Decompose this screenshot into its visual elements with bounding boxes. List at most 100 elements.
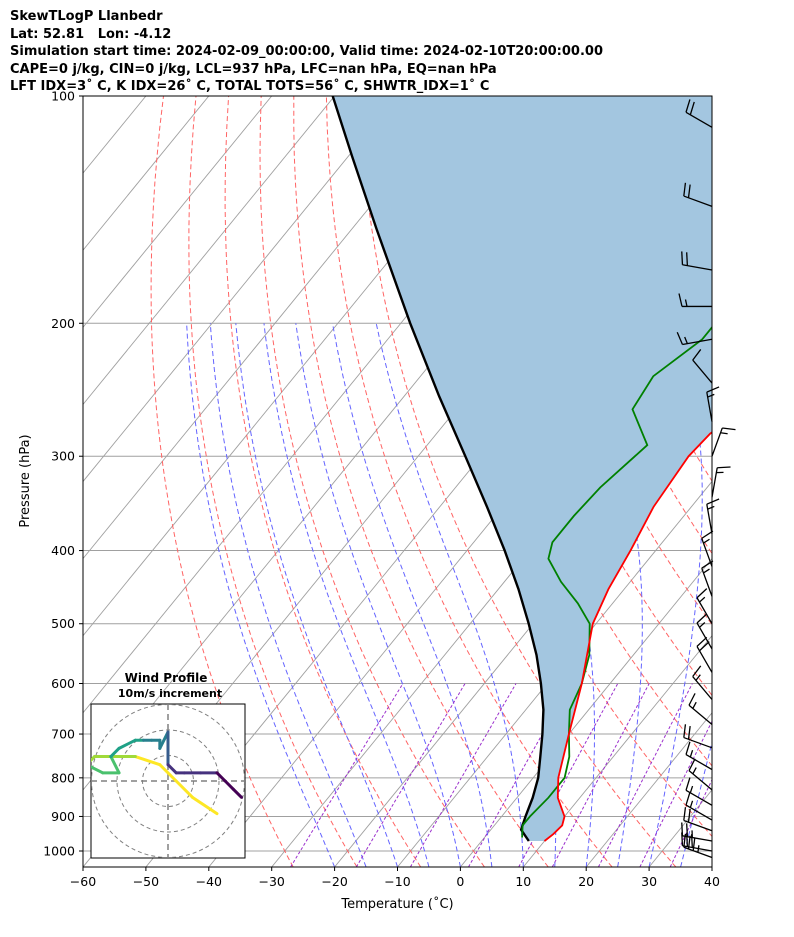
- moist-adiabat-line: [186, 323, 336, 867]
- x-tick-label: −20: [321, 874, 347, 889]
- dry-adiabat-line: [750, 96, 794, 867]
- x-tick-label: 40: [704, 874, 720, 889]
- inset-title: Wind Profile: [125, 671, 208, 685]
- hodograph-segment: [91, 765, 105, 775]
- hodograph-segment: [133, 755, 162, 767]
- mixing-ratio-line: [597, 683, 693, 867]
- wind-barb: [683, 182, 713, 207]
- moist-adiabat-line: [648, 323, 703, 867]
- wind-barb: [685, 741, 713, 771]
- hodograph-segment: [215, 771, 227, 783]
- dry-adiabat-line: [188, 96, 358, 867]
- wind-barbs: [676, 99, 736, 859]
- wind-barb: [706, 386, 720, 422]
- mixing-ratio-line: [669, 778, 712, 867]
- isotherm-line: [83, 96, 273, 329]
- moist-adiabat-line: [375, 323, 524, 867]
- wind-barb: [696, 588, 713, 625]
- wind-barb: [683, 833, 713, 859]
- wind-barb: [696, 613, 713, 650]
- dewpoint-line: [521, 325, 712, 838]
- y-tick-label: 200: [51, 316, 75, 331]
- dry-adiabat-line: [150, 96, 294, 867]
- x-tick-label: 0: [456, 874, 464, 889]
- y-tick-label: 700: [51, 727, 75, 742]
- wind-barb: [685, 99, 713, 128]
- wind-barb: [683, 807, 713, 832]
- y-tick-label: 100: [51, 89, 75, 104]
- y-tick-label: 900: [51, 809, 75, 824]
- dry-adiabat-line: [293, 96, 549, 867]
- x-tick-label: −30: [259, 874, 285, 889]
- moist-adiabat-line: [744, 323, 794, 867]
- mixing-ratio-line: [409, 683, 517, 867]
- isotherm-line: [711, 866, 712, 867]
- y-tick-label: 500: [51, 616, 75, 631]
- isotherm-line: [83, 96, 461, 560]
- moist-adiabat-line: [263, 323, 430, 867]
- hodograph-segment: [231, 787, 243, 799]
- y-tick-label: 400: [51, 543, 75, 558]
- isotherm-line: [83, 96, 398, 483]
- wind-barb: [681, 251, 713, 271]
- hodograph-segment: [109, 755, 121, 775]
- wind-barb: [681, 832, 713, 852]
- wind-barb: [683, 724, 713, 749]
- mixing-ratio-line: [518, 683, 619, 867]
- x-tick-label: −50: [133, 874, 159, 889]
- wind-barb: [692, 349, 713, 384]
- dry-adiabat-line: [717, 96, 794, 867]
- moist-adiabat-line: [332, 323, 493, 867]
- y-tick-label: 800: [51, 770, 75, 785]
- isotherm-line: [397, 480, 712, 867]
- chart-header: SkewTLogP Llanbedr Lat: 52.81 Lon: -4.12 S…: [10, 8, 603, 96]
- dry-adiabat-line: [259, 96, 485, 867]
- mixing-ratio-line: [551, 683, 650, 867]
- x-tick-label: −10: [384, 874, 410, 889]
- hodograph-segment: [117, 738, 137, 750]
- temperature-line: [543, 431, 712, 842]
- mixing-ratio-line: [639, 720, 712, 867]
- y-tick-label: 300: [51, 449, 75, 464]
- parcel-profile-line: [331, 96, 545, 842]
- stability-indices: LFT IDX=3˚ C, K IDX=26˚ C, TOTAL TOTS=56…: [10, 79, 490, 94]
- isotherm-line: [585, 712, 712, 867]
- wind-barb: [706, 498, 720, 534]
- wind-barb: [676, 331, 713, 346]
- convective-params: CAPE=0 j/kg, CIN=0 j/kg, LCL=937 hPa, LF…: [10, 61, 497, 77]
- cape-fill: [332, 96, 712, 841]
- inset-subtitle: 10m/s increment: [118, 687, 222, 700]
- hodograph-segment: [109, 746, 121, 759]
- isotherm-line: [83, 96, 210, 251]
- hodograph-segment: [158, 763, 178, 783]
- moist-adiabat-line: [295, 323, 461, 867]
- x-tick-label: −40: [196, 874, 222, 889]
- y-tick-label: 1000: [43, 844, 75, 859]
- wind-barb: [711, 466, 731, 498]
- hodograph-segment: [223, 779, 235, 791]
- moist-adiabat-line: [235, 323, 398, 867]
- wind-barb: [701, 530, 714, 567]
- isotherm-line: [83, 96, 84, 97]
- wind-barb: [701, 560, 714, 597]
- y-tick-label: 600: [51, 676, 75, 691]
- hodograph-segment: [166, 763, 178, 775]
- x-tick-label: 10: [515, 874, 531, 889]
- wind-barb: [696, 636, 713, 673]
- isotherm-line: [83, 96, 335, 406]
- hodograph-segment: [174, 779, 194, 799]
- wind-barb: [678, 293, 712, 308]
- lat-lon: Lat: 52.81 Lon: -4.12: [10, 26, 172, 42]
- dry-adiabat-line: [325, 96, 613, 867]
- title-station: SkewTLogP Llanbedr: [10, 9, 163, 24]
- dry-adiabat-line: [224, 96, 422, 867]
- wind-barb: [685, 777, 713, 806]
- dry-adiabat-line: [783, 96, 794, 867]
- simulation-time: Simulation start time: 2024-02-09_00:00:…: [10, 44, 603, 59]
- x-axis-label: Temperature (˚C): [340, 896, 453, 912]
- hodograph-segment: [91, 755, 97, 763]
- isotherm-line: [522, 634, 712, 867]
- wind-barb: [711, 427, 736, 457]
- x-tick-label: 20: [578, 874, 594, 889]
